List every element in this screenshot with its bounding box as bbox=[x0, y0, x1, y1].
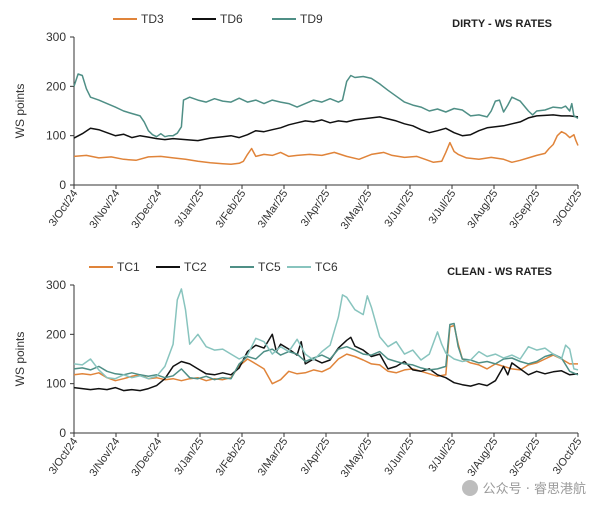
x-tick-label: 3/Oct/24 bbox=[47, 436, 81, 477]
y-axis-label: WS points bbox=[13, 332, 27, 387]
legend-label-tc6: TC6 bbox=[315, 260, 338, 274]
legend-label-td6: TD6 bbox=[220, 12, 243, 26]
x-tick-label: 3/Mar/25 bbox=[256, 188, 291, 230]
x-tick-label: 3/Dec/24 bbox=[129, 436, 164, 479]
chart-title: CLEAN - WS RATES bbox=[447, 266, 552, 278]
wechat-icon bbox=[461, 479, 478, 496]
x-tick-label: 3/Jun/25 bbox=[382, 188, 416, 229]
legend-label-tc1: TC1 bbox=[117, 260, 140, 274]
y-tick-label: 300 bbox=[46, 30, 66, 44]
series-line-td9 bbox=[73, 73, 579, 138]
watermark: 公众号 · 睿思港航 bbox=[461, 478, 586, 497]
series-line-td6 bbox=[73, 114, 579, 142]
x-tick-label: 3/Aug/25 bbox=[465, 188, 500, 231]
x-tick-label: 3/May/25 bbox=[339, 188, 375, 232]
y-tick-label: 100 bbox=[46, 377, 66, 391]
y-tick-label: 200 bbox=[46, 327, 66, 341]
legend-label-td3: TD3 bbox=[141, 12, 164, 26]
legend-label-tc2: TC2 bbox=[184, 260, 207, 274]
x-tick-label: 3/Sep/25 bbox=[507, 436, 542, 479]
watermark-text: 公众号 · 睿思港航 bbox=[482, 482, 586, 497]
x-tick-label: 3/Jun/25 bbox=[382, 436, 416, 477]
x-tick-label: 3/Jul/25 bbox=[427, 188, 459, 226]
x-tick-label: 3/Oct/24 bbox=[47, 188, 81, 229]
x-tick-label: 3/Apr/25 bbox=[299, 188, 333, 229]
series-line-tc1 bbox=[73, 324, 578, 385]
x-tick-label: 3/Jan/25 bbox=[172, 188, 206, 229]
x-tick-label: 3/Jan/25 bbox=[172, 436, 206, 477]
legend-label-td9: TD9 bbox=[300, 12, 323, 26]
x-tick-label: 3/Dec/24 bbox=[129, 188, 164, 231]
x-tick-label: 3/Feb/25 bbox=[214, 188, 249, 230]
x-tick-label: 3/Jul/25 bbox=[427, 436, 459, 474]
x-tick-label: 3/Aug/25 bbox=[465, 436, 500, 479]
x-tick-label: 3/May/25 bbox=[339, 436, 375, 480]
y-tick-label: 0 bbox=[59, 426, 66, 440]
series-line-tc5 bbox=[73, 322, 579, 381]
x-tick-label: 3/Oct/25 bbox=[551, 436, 585, 477]
y-tick-label: 100 bbox=[46, 129, 66, 143]
dirty-ws-rates-chart: 0 100 200 300 WS points 3/Oct/24 3/Nov/24 3/Dec… bbox=[13, 12, 584, 232]
legend-label-tc5: TC5 bbox=[258, 260, 281, 274]
x-tick-label: 3/Apr/25 bbox=[299, 436, 333, 477]
x-tick-label: 3/Nov/24 bbox=[87, 436, 122, 479]
series-line-tc6 bbox=[73, 288, 579, 380]
y-tick-label: 300 bbox=[46, 278, 66, 292]
x-tick-label: 3/Oct/25 bbox=[551, 188, 585, 229]
x-tick-label: 3/Mar/25 bbox=[256, 436, 291, 478]
series-line-tc2 bbox=[73, 333, 579, 392]
clean-ws-rates-chart: 0 100 200 300 WS points 3/Oct/24 3/Nov/24 3/Dec… bbox=[13, 260, 584, 480]
chart-title: DIRTY - WS RATES bbox=[452, 18, 552, 30]
y-axis-label: WS points bbox=[13, 84, 27, 139]
y-tick-label: 0 bbox=[59, 178, 66, 192]
x-tick-label: 3/Feb/25 bbox=[214, 436, 249, 478]
series-line-td3 bbox=[73, 130, 579, 166]
x-tick-label: 3/Sep/25 bbox=[507, 188, 542, 231]
x-tick-label: 3/Nov/24 bbox=[87, 188, 122, 231]
y-tick-label: 200 bbox=[46, 79, 66, 93]
